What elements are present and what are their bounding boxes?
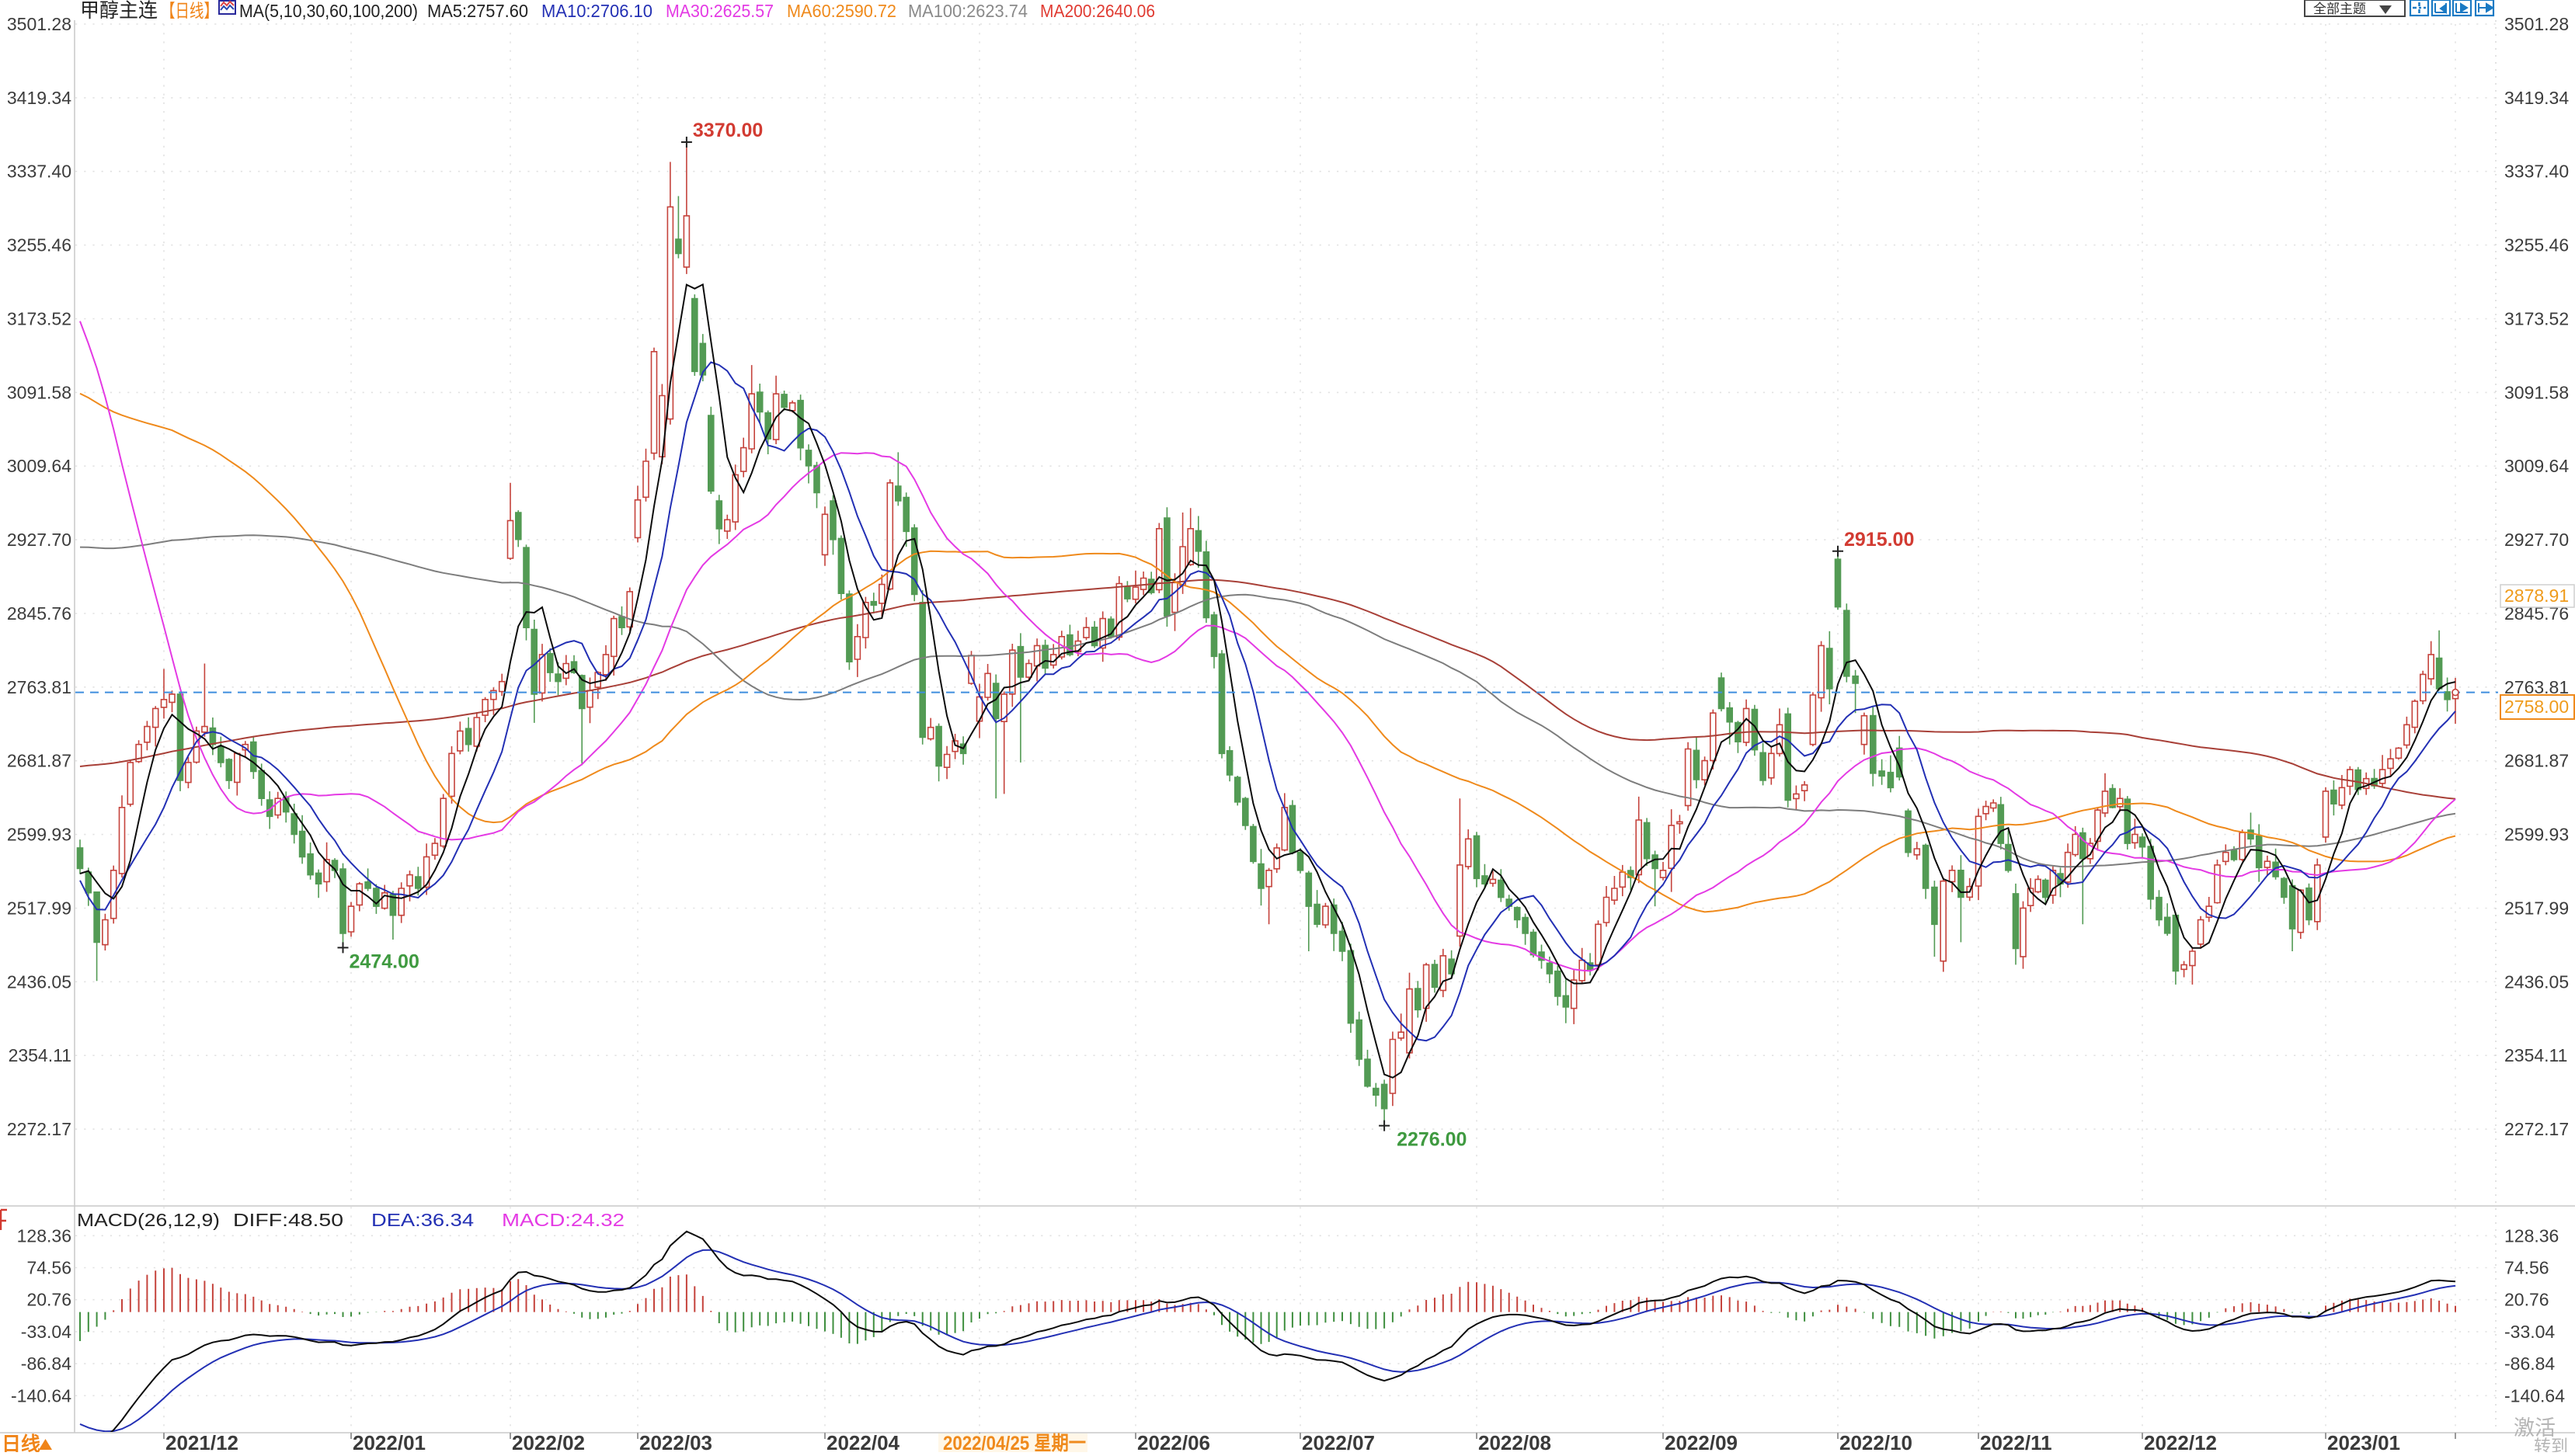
svg-text:-86.84: -86.84: [2504, 1353, 2555, 1374]
svg-text:-33.04: -33.04: [21, 1322, 71, 1342]
svg-text:2758.00: 2758.00: [2504, 697, 2569, 717]
svg-text:2474.00: 2474.00: [350, 950, 419, 972]
svg-text:2927.70: 2927.70: [2504, 530, 2569, 550]
svg-text:3091.58: 3091.58: [2504, 382, 2569, 402]
svg-text:2681.87: 2681.87: [2504, 751, 2569, 771]
svg-text:2927.70: 2927.70: [7, 530, 71, 550]
svg-text:74.56: 74.56: [2504, 1258, 2549, 1278]
svg-text:2021/12: 2021/12: [165, 1431, 238, 1452]
svg-text:2022/02: 2022/02: [512, 1431, 585, 1452]
svg-text:2763.81: 2763.81: [2504, 677, 2569, 697]
svg-text:3419.34: 3419.34: [2504, 88, 2569, 108]
svg-text:-140.64: -140.64: [11, 1385, 71, 1406]
svg-text:全部主题: 全部主题: [2313, 2, 2366, 16]
svg-text:3009.64: 3009.64: [7, 456, 71, 476]
svg-text:MA60:2590.72: MA60:2590.72: [787, 1, 896, 21]
svg-text:2845.76: 2845.76: [7, 603, 71, 624]
svg-text:3173.52: 3173.52: [2504, 309, 2569, 329]
svg-text:2022/04: 2022/04: [826, 1431, 900, 1452]
svg-text:日线: 日线: [2, 1433, 40, 1452]
svg-text:3419.34: 3419.34: [7, 88, 71, 108]
svg-text:2022/08: 2022/08: [1478, 1431, 1551, 1452]
svg-text:128.36: 128.36: [17, 1225, 71, 1246]
svg-text:2022/01: 2022/01: [353, 1431, 426, 1452]
svg-text:3337.40: 3337.40: [2504, 162, 2569, 182]
svg-text:3501.28: 3501.28: [2504, 14, 2569, 34]
svg-text:MA200:2640.06: MA200:2640.06: [1040, 1, 1155, 21]
svg-text:2276.00: 2276.00: [1397, 1129, 1467, 1151]
svg-text:甲醇主连: 甲醇主连: [80, 0, 158, 22]
svg-text:2763.81: 2763.81: [7, 677, 71, 697]
svg-text:【日线】: 【日线】: [161, 1, 218, 21]
svg-text:3370.00: 3370.00: [693, 120, 763, 141]
svg-text:128.36: 128.36: [2504, 1225, 2559, 1246]
svg-text:2023/01: 2023/01: [2327, 1431, 2400, 1452]
svg-text:-86.84: -86.84: [21, 1353, 71, 1374]
svg-text:2022/09: 2022/09: [1665, 1431, 1738, 1452]
svg-text:2436.05: 2436.05: [7, 971, 71, 992]
svg-text:2517.99: 2517.99: [7, 898, 71, 919]
svg-text:2878.91: 2878.91: [2504, 586, 2569, 606]
svg-text:-33.04: -33.04: [2504, 1322, 2555, 1342]
svg-text:3337.40: 3337.40: [7, 162, 71, 182]
svg-text:MA(5,10,30,60,100,200): MA(5,10,30,60,100,200): [239, 1, 418, 21]
svg-text:2022/06: 2022/06: [1137, 1431, 1210, 1452]
svg-text:转到: 转到: [2534, 1437, 2568, 1452]
svg-text:20.76: 20.76: [26, 1290, 71, 1310]
svg-text:DEA:36.34: DEA:36.34: [371, 1210, 474, 1230]
svg-text:2022/04/25 星期一: 2022/04/25 星期一: [943, 1433, 1086, 1452]
svg-text:2517.99: 2517.99: [2504, 898, 2569, 919]
svg-text:MA5:2757.60: MA5:2757.60: [427, 1, 528, 21]
svg-text:2599.93: 2599.93: [2504, 825, 2569, 845]
svg-text:20.76: 20.76: [2504, 1290, 2549, 1310]
svg-text:3501.28: 3501.28: [7, 14, 71, 34]
svg-text:2022/10: 2022/10: [1839, 1431, 1912, 1452]
svg-text:2354.11: 2354.11: [2504, 1045, 2567, 1065]
svg-text:3009.64: 3009.64: [2504, 456, 2569, 476]
svg-text:MACD:24.32: MACD:24.32: [502, 1210, 625, 1230]
svg-text:2681.87: 2681.87: [7, 751, 71, 771]
svg-text:MA100:2623.74: MA100:2623.74: [908, 1, 1028, 21]
svg-text:2599.93: 2599.93: [7, 825, 71, 845]
svg-text:2022/07: 2022/07: [1302, 1431, 1375, 1452]
svg-text:DIFF:48.50: DIFF:48.50: [233, 1210, 343, 1230]
svg-text:2915.00: 2915.00: [1844, 529, 1914, 551]
svg-text:2354.11: 2354.11: [9, 1045, 71, 1065]
svg-text:3255.46: 3255.46: [2504, 235, 2569, 255]
svg-text:74.56: 74.56: [26, 1258, 71, 1278]
svg-text:MACD(26,12,9): MACD(26,12,9): [77, 1210, 220, 1230]
svg-text:激活: 激活: [2514, 1416, 2556, 1440]
svg-text:-140.64: -140.64: [2504, 1385, 2565, 1406]
svg-text:2272.17: 2272.17: [2504, 1119, 2569, 1139]
svg-text:2022/03: 2022/03: [639, 1431, 712, 1452]
svg-text:MA30:2625.57: MA30:2625.57: [666, 1, 774, 21]
svg-text:3091.58: 3091.58: [7, 382, 71, 402]
svg-text:2022/12: 2022/12: [2144, 1431, 2217, 1452]
svg-text:2022/11: 2022/11: [1980, 1431, 2052, 1452]
svg-text:3173.52: 3173.52: [7, 309, 71, 329]
svg-text:MA10:2706.10: MA10:2706.10: [541, 1, 652, 21]
svg-text:2436.05: 2436.05: [2504, 971, 2569, 992]
svg-text:2272.17: 2272.17: [7, 1119, 71, 1139]
svg-text:3255.46: 3255.46: [7, 235, 71, 255]
